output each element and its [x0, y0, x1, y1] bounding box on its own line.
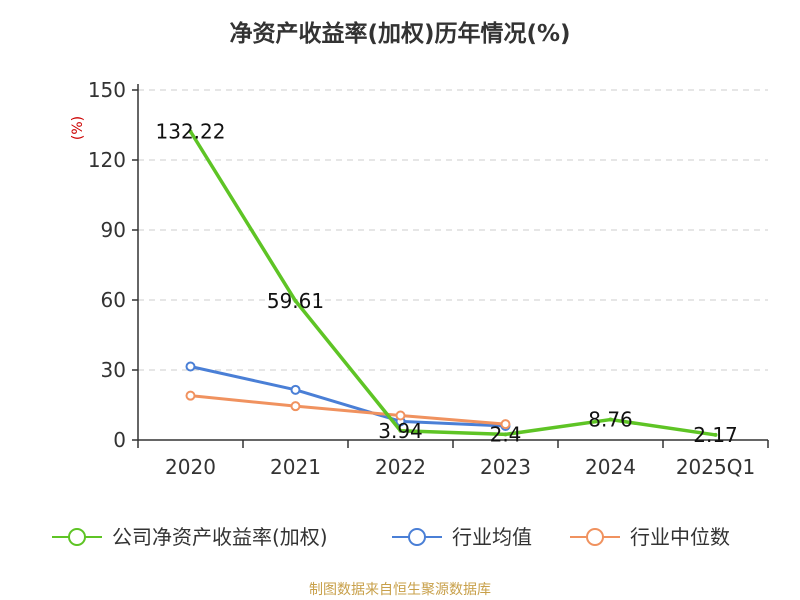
series-group [185, 129, 718, 437]
data-label: 59.61 [267, 289, 324, 313]
y-tick-label: 0 [113, 428, 126, 452]
series-point [398, 428, 403, 433]
y-tick-label: 60 [101, 288, 126, 312]
series-point [290, 401, 301, 412]
series-line [190, 365, 506, 428]
series-line [189, 130, 716, 437]
chart-title: 净资产收益率(加权)历年情况(%) [229, 21, 571, 47]
x-tick-label: 2024 [585, 455, 636, 479]
legend-marker [408, 528, 426, 546]
series-point [290, 384, 301, 395]
series-point [395, 410, 406, 421]
data-labels: 132.22 59.61 3.94 2.4 8.76 2.17 [156, 119, 738, 446]
series-point [503, 432, 508, 437]
series-point [500, 419, 511, 430]
x-tick-label: 2022 [375, 455, 426, 479]
series-line [190, 394, 506, 426]
legend-label: 行业中位数 [630, 525, 730, 549]
series-point [608, 417, 613, 422]
y-unit-label: (%) [70, 116, 86, 140]
grid-lines [138, 89, 768, 371]
data-label: 132.22 [156, 119, 226, 143]
series-point [185, 361, 196, 372]
y-tick-label: 90 [101, 218, 126, 242]
y-tick-label: 150 [88, 78, 126, 102]
data-source-note: 制图数据来自恒生聚源数据库 [309, 582, 491, 598]
data-label: 2.4 [490, 422, 522, 446]
series-point [188, 129, 193, 134]
axes: 0 30 60 90 120 150(%) 2020 2021 2022 2023 2024 2025… [70, 78, 769, 479]
series-point [713, 432, 718, 437]
y-tick-label: 30 [101, 358, 126, 382]
legend-marker [586, 528, 604, 546]
legend-label: 公司净资产收益率(加权) [112, 525, 328, 549]
series-point [185, 390, 196, 401]
legend-label: 行业均值 [452, 525, 532, 549]
data-label: 2.17 [693, 423, 738, 447]
data-label: 3.94 [378, 419, 423, 443]
data-label: 8.76 [588, 408, 633, 432]
y-tick-label: 120 [88, 148, 126, 172]
series-point [293, 298, 298, 303]
legend: 公司净资产收益率(加权) 行业均值 行业中位数 [52, 525, 730, 549]
x-tick-label: 2021 [270, 455, 321, 479]
x-tick-label: 2025Q1 [676, 455, 755, 479]
x-tick-label: 2023 [480, 455, 531, 479]
x-tick-label: 2020 [165, 455, 216, 479]
legend-marker [68, 528, 86, 546]
